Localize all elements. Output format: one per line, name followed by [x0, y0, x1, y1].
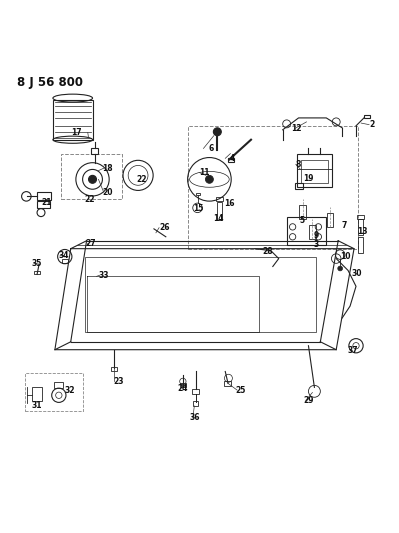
Bar: [286, 217, 326, 245]
Text: 4: 4: [230, 154, 235, 163]
Text: 3: 3: [314, 240, 319, 249]
Bar: [180, 383, 186, 387]
Bar: [25, 374, 83, 411]
Bar: [53, 100, 93, 140]
Text: 30: 30: [352, 269, 362, 278]
Bar: [327, 213, 334, 227]
Bar: [55, 382, 63, 388]
Text: 14: 14: [213, 214, 224, 223]
Bar: [61, 260, 68, 263]
Circle shape: [205, 175, 213, 183]
Text: 7: 7: [342, 221, 347, 230]
Text: 12: 12: [291, 124, 302, 133]
Text: 18: 18: [102, 164, 113, 173]
Text: 11: 11: [199, 168, 209, 177]
Text: 8: 8: [295, 160, 300, 169]
Text: 35: 35: [32, 259, 42, 268]
Bar: [61, 154, 122, 199]
Bar: [358, 237, 363, 253]
Text: 10: 10: [340, 252, 351, 261]
Bar: [32, 387, 42, 401]
Bar: [193, 401, 198, 406]
Circle shape: [338, 266, 342, 271]
Text: 27: 27: [85, 239, 96, 248]
Bar: [357, 215, 364, 219]
Bar: [294, 183, 302, 189]
Bar: [196, 193, 200, 195]
Text: 8 J 56 800: 8 J 56 800: [17, 76, 83, 89]
Text: 22: 22: [137, 175, 147, 184]
Bar: [299, 205, 306, 219]
Bar: [296, 154, 332, 187]
Text: 28: 28: [262, 247, 273, 256]
Text: 32: 32: [64, 385, 75, 394]
Text: 26: 26: [160, 223, 170, 232]
Text: 17: 17: [71, 128, 82, 137]
Text: 23: 23: [113, 377, 124, 386]
Bar: [216, 197, 223, 201]
Bar: [34, 271, 40, 274]
Text: 9: 9: [314, 231, 319, 240]
Text: 20: 20: [102, 188, 113, 197]
Bar: [217, 202, 222, 220]
Bar: [37, 192, 51, 200]
Circle shape: [213, 128, 221, 136]
Text: 34: 34: [59, 251, 69, 260]
Text: 31: 31: [32, 401, 42, 410]
Text: 13: 13: [358, 227, 368, 236]
Text: 24: 24: [178, 384, 188, 393]
Text: 2: 2: [369, 120, 375, 129]
Text: 33: 33: [99, 271, 109, 280]
Text: 29: 29: [303, 396, 314, 405]
Bar: [225, 382, 231, 386]
Bar: [358, 219, 363, 235]
Text: 5: 5: [299, 216, 304, 225]
Bar: [228, 158, 234, 161]
Text: 21: 21: [42, 198, 52, 207]
Text: 16: 16: [224, 199, 235, 208]
Circle shape: [89, 175, 97, 183]
Bar: [37, 201, 50, 208]
Bar: [300, 159, 328, 183]
Text: 19: 19: [303, 174, 314, 183]
Bar: [85, 256, 316, 332]
Bar: [192, 389, 199, 394]
Text: 25: 25: [235, 385, 245, 394]
Text: 22: 22: [84, 196, 95, 205]
Text: 6: 6: [209, 144, 214, 153]
Bar: [111, 367, 117, 372]
Bar: [364, 115, 370, 118]
Text: 36: 36: [190, 414, 200, 422]
Text: 37: 37: [348, 346, 359, 355]
Bar: [188, 126, 358, 249]
Bar: [91, 148, 99, 154]
Bar: [309, 225, 316, 239]
Text: 15: 15: [194, 204, 204, 213]
